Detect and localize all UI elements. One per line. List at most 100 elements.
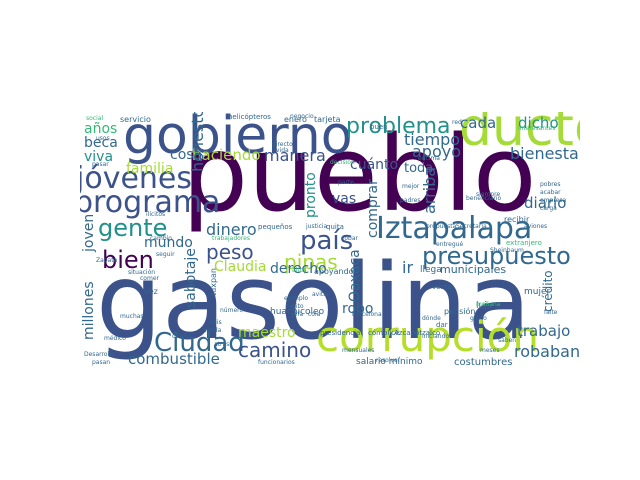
word-tiempo: tiempo: [404, 130, 461, 149]
word-numero: número: [220, 307, 244, 314]
word-muchas: muchas: [120, 313, 144, 320]
word-zapata: Zapata: [96, 257, 118, 264]
word-ejemplo: ejemplo: [284, 295, 309, 302]
word-corrupcion: corrupción: [316, 312, 539, 361]
word-gasolina: gasolina: [96, 241, 531, 363]
word-vas: vas: [332, 191, 357, 207]
word-anos: años: [84, 121, 118, 137]
word-secretaria: Secretaría: [456, 223, 487, 230]
word-lujo: lujo: [476, 301, 493, 311]
word-empresa: empresa: [540, 197, 567, 204]
word-funcionarios: funcionarios: [258, 359, 295, 366]
word-comprar: comprar: [365, 179, 381, 238]
word-sabotaje: sabotaje: [183, 248, 199, 308]
word-costumbres: costumbres: [454, 357, 513, 368]
word-llega: llega: [420, 265, 442, 275]
word-directo: directo: [272, 141, 293, 148]
word-pasan: pasan: [92, 359, 111, 366]
word-medico: médico: [104, 335, 126, 342]
word-programa: programa: [80, 185, 221, 220]
word-siempre: siempre: [476, 191, 501, 198]
word-azcapotzalco: Azcapotzalco: [394, 329, 441, 337]
word-gobierno: gobierno: [123, 112, 353, 166]
word-honesto: honesto: [188, 112, 207, 172]
word-recibir: recibir: [504, 215, 530, 224]
word-buen: buen: [370, 123, 388, 131]
word-haciendo: haciendo: [192, 146, 261, 164]
word-diario: diario: [524, 194, 567, 212]
word-pobres: pobres: [540, 181, 561, 188]
word-apoyo: apoyo: [412, 142, 462, 161]
word-vez: vez: [144, 287, 158, 296]
word-mundo: mundo: [144, 235, 193, 251]
word-viva: viva: [84, 149, 114, 165]
word-negocio: negocio: [290, 113, 314, 120]
word-repito: repito: [286, 303, 304, 310]
word-pueblo: pueblo: [182, 113, 537, 235]
word-derecho: derecho: [270, 261, 327, 277]
word-millones: millones: [81, 281, 97, 340]
word-complice: cómplice: [368, 329, 400, 337]
word-enero: enero: [284, 115, 307, 124]
word-familia: familia: [126, 161, 174, 177]
word-claudia: Claudia: [214, 259, 267, 275]
word-jefa: jefa: [292, 311, 304, 318]
word-salario-minimo: salario mínimo: [356, 357, 423, 367]
word-municipales: municipales: [440, 263, 507, 276]
word-mujer: mujer: [524, 287, 551, 297]
word-usos: usos: [96, 135, 110, 142]
word-propuesta: propuesta: [426, 223, 457, 230]
word-presidencial: presidencial: [320, 329, 363, 337]
word-servicio: servicio: [120, 115, 151, 124]
word-pequenos: pequeños: [258, 223, 293, 231]
word-huachicoleo: huachicoleo: [270, 307, 325, 317]
word-apoyando: apoyando: [314, 267, 354, 276]
word-aviones: aviones: [524, 223, 548, 230]
word-presupuesto: presupuesto: [422, 242, 571, 270]
word-dar: dar: [436, 321, 448, 329]
word-gente: gente: [98, 214, 168, 242]
word-extranjero: extranjero: [506, 239, 542, 247]
word-ciudad: Ciudad: [154, 328, 245, 358]
word-bienestar: bienestar: [510, 144, 580, 163]
word-camino: camino: [238, 338, 312, 362]
word-problema: problema: [346, 114, 451, 139]
word-justicia: justicia: [306, 223, 328, 230]
word-peso: peso: [206, 240, 254, 264]
word-sheinbaum: Sheinbaum: [490, 247, 524, 254]
word-dinero: dinero: [206, 220, 257, 239]
word-atras: atrás: [214, 341, 230, 348]
word-social: social: [86, 115, 104, 122]
word-tarjeta: tarjeta: [314, 115, 341, 124]
word-trabajadores: trabajadores: [212, 235, 250, 242]
word-ducto: ducto: [459, 112, 580, 158]
word-decision: decisión: [330, 159, 355, 166]
word-cola: cola: [308, 311, 321, 318]
word-maestro: maestro: [238, 325, 296, 341]
word-desarrollo: Desarrollo: [84, 351, 115, 358]
word-dueno: dueño: [172, 333, 191, 340]
word-combustible: combustible: [128, 350, 220, 367]
word-cada: cada: [460, 114, 497, 132]
word-pension: pensión: [444, 307, 476, 316]
word-robo: robo: [342, 301, 374, 317]
word-manera: manera: [264, 146, 326, 165]
word-arriba: arriba: [420, 166, 439, 214]
word-bien: bien: [102, 246, 154, 274]
word-comer: comer: [140, 275, 159, 282]
word-beneficiario: beneficiario: [466, 195, 502, 202]
word-tuxpan: tuxpan: [209, 268, 218, 296]
word-cosa: cosa: [170, 147, 203, 163]
word-altos: altos: [292, 267, 307, 274]
word-iztapalapa: Iztapalapa: [376, 211, 533, 246]
word-donde: dónde: [422, 315, 441, 322]
word-pipas: pipas: [284, 250, 338, 274]
word-oaxaca: Oaxaca: [347, 249, 363, 302]
word-meses: meses: [480, 347, 500, 354]
word-padres: padres: [400, 197, 421, 204]
word-falte: falte: [544, 309, 558, 316]
word-gusto: gusto: [470, 315, 487, 322]
word-ilicitos: ilícitos: [146, 211, 166, 218]
word-manana: mañana: [476, 301, 501, 308]
word-pais: país: [300, 226, 354, 256]
